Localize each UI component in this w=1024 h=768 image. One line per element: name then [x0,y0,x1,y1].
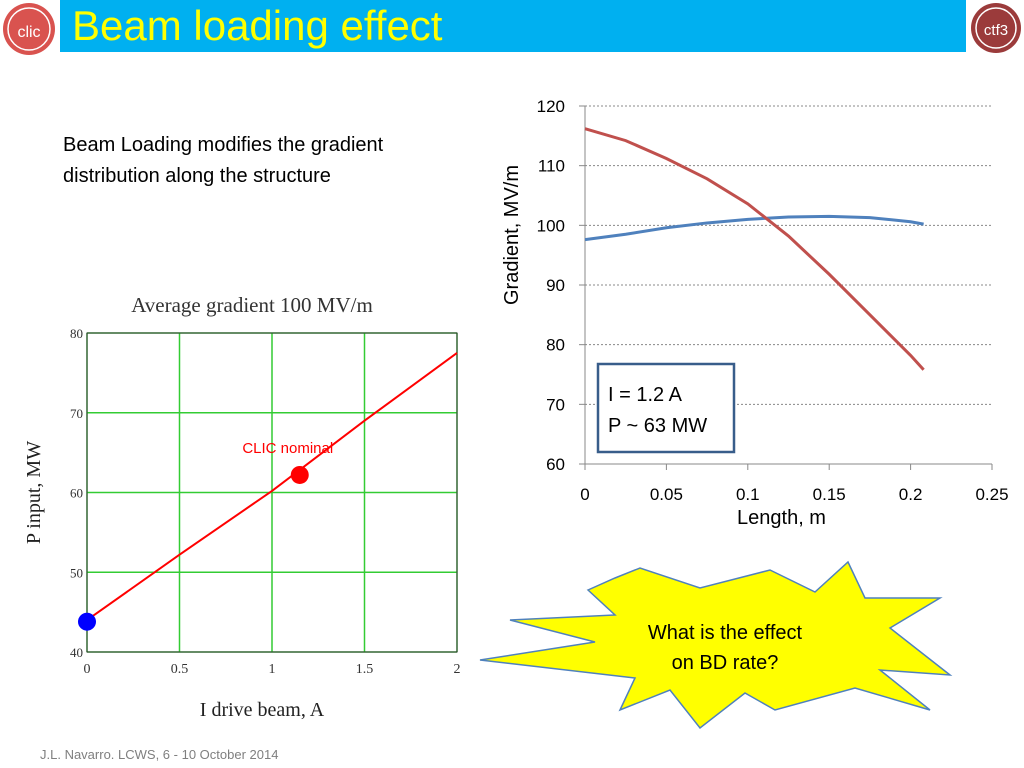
y-tick-label: 80 [546,336,565,355]
x-tick-label: 0.5 [171,662,189,677]
page-title: Beam loading effect [72,2,443,49]
gradient-vs-length-chart: 120 110 100 90 80 70 60 0 0.05 0.1 0.15 0.2 0.25 Leng… [501,97,1009,529]
plot-frame [86,332,458,653]
y-tick-label: 40 [70,645,83,660]
x-tick-label: 0.1 [736,485,760,504]
y-tick-label: 60 [546,455,565,474]
y-tick-label: 70 [546,395,565,414]
data-marker [290,465,309,484]
y-tick-label: 60 [70,486,83,501]
marker-label: CLIC nominal [242,440,333,457]
y-tick-label: 80 [70,326,83,341]
title-bar: Beam loading effect [60,0,966,52]
callout-text: What is the effect on BD rate? [590,618,860,678]
y-axis-label: Gradient, MV/m [501,165,523,305]
y-axis-label: P input, MW [23,441,45,544]
x-tick-label: 0.15 [813,485,846,504]
ctf3-logo-text: ctf3 [984,22,1008,39]
series-line [584,214,924,242]
ctf3-logo: ctf3 [971,3,1021,53]
y-tick-label: 120 [537,97,565,116]
annotation-line-2: P ~ 63 MW [608,415,707,437]
y-tick-label: 110 [538,157,565,176]
clic-logo-text: clic [17,24,40,41]
annotation-line-1: I = 1.2 A [608,384,683,406]
x-axis-label: I drive beam, A [200,699,325,721]
series-line [584,127,925,371]
x-tick-label: 0.2 [899,485,923,504]
callout-star [479,560,953,730]
x-axis-label: Length, m [737,507,826,529]
y-tick-label: 50 [70,565,83,580]
intro-text: Beam Loading modifies the gradient distr… [63,130,463,192]
series-line [86,352,458,621]
y-tick-label: 90 [546,276,565,295]
x-tick-label: 0 [580,485,589,504]
power-vs-current-chart: Average gradient 100 MV/m 0 0.5 1 1.5 2 80 70 60… [23,293,461,721]
annotation-box [596,362,736,454]
x-tick-label: 2 [454,662,461,677]
y-tick-label: 100 [537,216,565,235]
y-tick-label: 70 [70,406,83,421]
callout-star-shape [479,560,953,730]
x-tick-label: 0.25 [975,485,1008,504]
clic-logo: clic [3,3,55,55]
chart-title: Average gradient 100 MV/m [131,293,373,317]
x-tick-label: 1.5 [356,662,374,677]
x-tick-label: 1 [269,662,276,677]
intro-line-1: Beam Loading modifies the gradient [63,134,384,156]
x-tick-label: 0 [84,662,91,677]
footer: J.L. Navarro. LCWS, 6 - 10 October 2014 [40,747,279,762]
callout-line-1: What is the effect [647,622,803,644]
intro-line-2: distribution along the structure [63,165,331,187]
x-tick-label: 0.05 [650,485,683,504]
data-marker [78,612,96,631]
callout-line-2: on BD rate? [671,652,779,674]
